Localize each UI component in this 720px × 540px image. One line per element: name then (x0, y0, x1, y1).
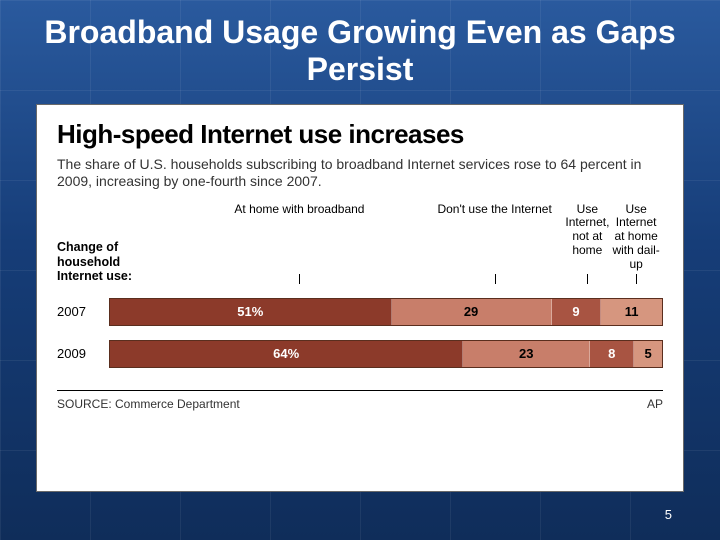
bar-segment: 9 (552, 299, 602, 325)
legend-columns: At home with broadbandDon't use the Inte… (175, 203, 663, 284)
bar-segment: 64% (110, 341, 463, 367)
page-number: 5 (665, 507, 672, 522)
credit-label: AP (647, 397, 663, 411)
legend-col: Use Internet, not at home (565, 203, 609, 284)
bar-segment: 29 (392, 299, 552, 325)
bar-row: 200751%29911 (57, 298, 663, 326)
bar-segment: 23 (463, 341, 590, 367)
panel-title: High-speed Internet use increases (57, 119, 663, 150)
bar-segment: 51% (110, 299, 392, 325)
bar-track: 64%2385 (109, 340, 663, 368)
panel-subtitle: The share of U.S. households subscribing… (57, 156, 647, 191)
legend-lead: Change of household Internet use: (57, 240, 175, 283)
legend-col: Don't use the Internet (424, 203, 566, 284)
source-row: SOURCE: Commerce Department AP (57, 390, 663, 411)
bar-segment: 5 (634, 341, 662, 367)
legend-row: Change of household Internet use: At hom… (57, 203, 663, 284)
bar-track: 51%29911 (109, 298, 663, 326)
legend-col: At home with broadband (175, 203, 424, 284)
legend-col: Use Internet at home with dail-up (609, 203, 663, 284)
bar-year-label: 2007 (57, 304, 109, 319)
bar-row: 200964%2385 (57, 340, 663, 368)
bar-segment: 8 (590, 341, 634, 367)
bar-year-label: 2009 (57, 346, 109, 361)
bar-chart: 200751%29911 200964%2385 (57, 298, 663, 368)
bar-segment: 11 (601, 299, 662, 325)
slide-title: Broadband Usage Growing Even as Gaps Per… (0, 0, 720, 98)
source-label: SOURCE: Commerce Department (57, 397, 240, 411)
chart-panel: High-speed Internet use increases The sh… (36, 104, 684, 492)
